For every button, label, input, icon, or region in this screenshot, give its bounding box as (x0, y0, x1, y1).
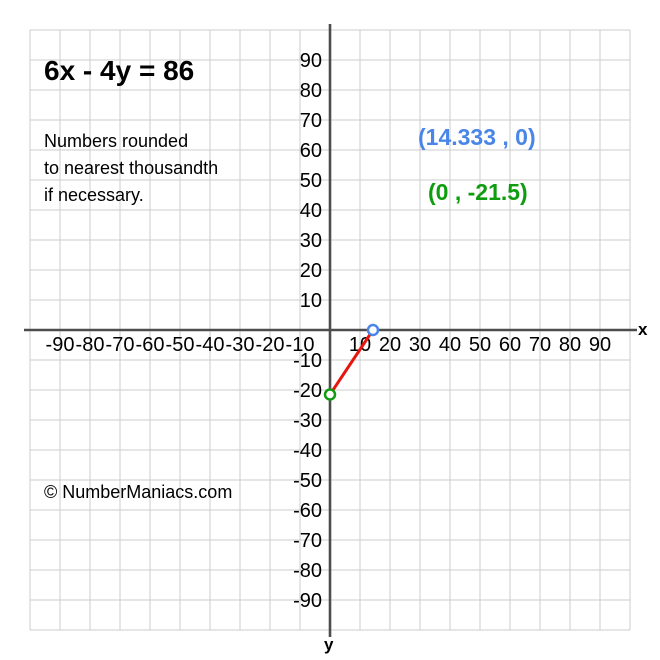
x-tick-label: 20 (379, 334, 401, 356)
x-tick-label: 40 (439, 334, 461, 356)
y-tick-label: 10 (300, 290, 322, 312)
x-tick-label: -90 (46, 334, 75, 356)
y-tick-label: 70 (300, 110, 322, 132)
y-intercept-label: (0 , -21.5) (428, 179, 528, 205)
y-tick-label: 50 (300, 170, 322, 192)
y-tick-label: 40 (300, 200, 322, 222)
x-tick-label: -50 (166, 334, 195, 356)
x-tick-label: 70 (529, 334, 551, 356)
rounding-note-line: Numbers rounded (44, 131, 189, 151)
x-tick-label: -20 (256, 334, 285, 356)
y-tick-label: 60 (300, 140, 322, 162)
equation-title: 6x - 4y = 86 (44, 55, 195, 86)
y-tick-label: -20 (293, 380, 322, 402)
y-intercept-point (323, 388, 337, 401)
watermark: © NumberManiacs.com (44, 482, 233, 502)
y-tick-label: 80 (300, 80, 322, 102)
x-tick-label: -30 (226, 334, 255, 356)
x-tick-label: -80 (76, 334, 105, 356)
y-tick-label: -10 (293, 350, 322, 372)
x-tick-label: -70 (106, 334, 135, 356)
y-tick-label: -80 (293, 560, 322, 582)
y-tick-label: 20 (300, 260, 322, 282)
rounding-note-line: if necessary. (44, 185, 144, 205)
x-intercept-point (366, 323, 380, 337)
y-tick-label: -90 (293, 590, 322, 612)
x-axis-letter: x (638, 320, 648, 339)
y-tick-label: -50 (293, 470, 322, 492)
x-tick-label: 80 (559, 334, 581, 356)
x-tick-label: -60 (136, 334, 165, 356)
x-tick-label: 50 (469, 334, 491, 356)
y-axis-letter: y (324, 635, 334, 654)
intercept-segment (328, 329, 375, 396)
x-intercept-label: (14.333 , 0) (418, 124, 536, 150)
rounding-note: Numbers rounded to nearest thousandth if… (44, 128, 218, 209)
x-tick-label: -40 (196, 334, 225, 356)
rounding-note-line: to nearest thousandth (44, 158, 219, 178)
y-tick-label: -60 (293, 500, 322, 522)
y-tick-label: -40 (293, 440, 322, 462)
x-tick-label: 60 (499, 334, 521, 356)
y-tick-label: 90 (300, 50, 322, 72)
y-tick-label: 30 (300, 230, 322, 252)
y-tick-label: -30 (293, 410, 322, 432)
x-tick-label: 30 (409, 334, 431, 356)
y-tick-label: -70 (293, 530, 322, 552)
x-tick-label: -10 (286, 334, 315, 356)
x-tick-label: 90 (589, 334, 611, 356)
